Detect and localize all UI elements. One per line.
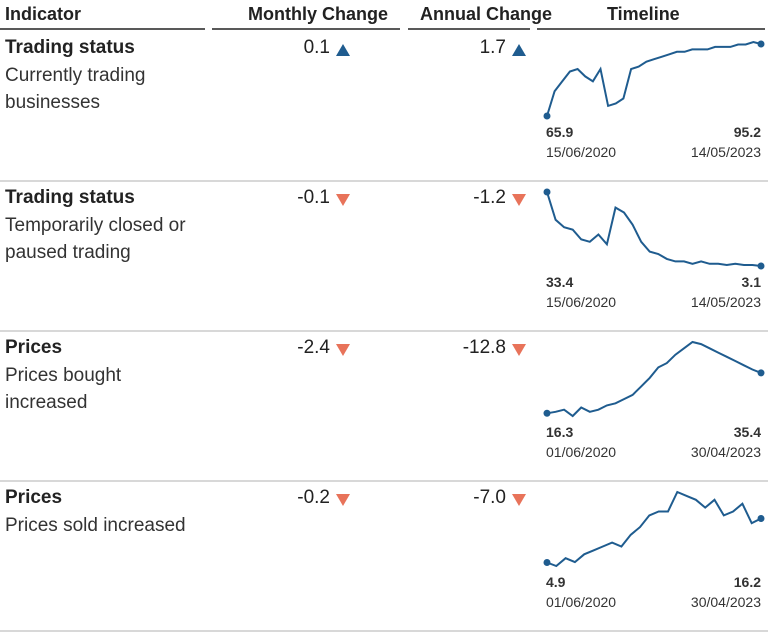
change-value: -1.2	[473, 187, 506, 208]
start-point	[543, 112, 551, 120]
change-value: -0.1	[297, 187, 330, 208]
sparkline	[546, 40, 762, 117]
start-value: 16.3	[546, 424, 573, 440]
column-header: Annual Change	[420, 4, 553, 24]
up-arrow	[336, 44, 350, 56]
end-value: 3.1	[742, 274, 762, 290]
column-header: Monthly Change	[248, 4, 388, 24]
down-arrow	[336, 194, 350, 206]
down-arrow	[336, 494, 350, 506]
end-value: 35.4	[734, 424, 761, 440]
down-arrow	[336, 344, 350, 356]
up-arrow	[512, 44, 526, 56]
start-date: 15/06/2020	[546, 294, 616, 310]
start-point	[543, 409, 551, 417]
change-value: -0.2	[297, 487, 330, 508]
change-value: 0.1	[303, 37, 330, 58]
start-point	[543, 558, 551, 566]
end-point	[757, 262, 765, 270]
down-arrow	[512, 344, 526, 356]
end-point	[757, 40, 765, 48]
row-title: Trading status	[5, 187, 135, 208]
sparkline	[546, 191, 762, 267]
end-date: 14/05/2023	[691, 144, 761, 160]
change-value: -12.8	[462, 337, 506, 358]
column-header: Indicator	[5, 4, 82, 24]
end-point	[757, 514, 765, 522]
row-title: Prices	[5, 337, 63, 358]
start-value: 4.9	[546, 574, 566, 590]
start-value: 33.4	[546, 274, 573, 290]
start-date: 15/06/2020	[546, 144, 616, 160]
change-value: -7.0	[473, 487, 506, 508]
end-date: 14/05/2023	[691, 294, 761, 310]
row-subtitle: Currently trading businesses	[5, 65, 146, 113]
end-value: 95.2	[734, 124, 761, 140]
end-date: 30/04/2023	[691, 444, 761, 460]
row-title: Prices	[5, 487, 63, 508]
down-arrow	[512, 494, 526, 506]
row-title: Trading status	[5, 37, 135, 58]
end-value: 16.2	[734, 574, 761, 590]
change-value: 1.7	[479, 37, 506, 58]
column-header: Timeline	[607, 4, 680, 24]
sparkline	[546, 340, 762, 418]
row-subtitle: Prices sold increased	[5, 515, 186, 536]
down-arrow	[512, 194, 526, 206]
end-point	[757, 369, 765, 377]
sparkline	[546, 490, 762, 568]
start-value: 65.9	[546, 124, 573, 140]
row-subtitle: Temporarily closed or paused trading	[5, 215, 186, 263]
change-value: -2.4	[297, 337, 330, 358]
start-date: 01/06/2020	[546, 444, 616, 460]
start-date: 01/06/2020	[546, 594, 616, 610]
end-date: 30/04/2023	[691, 594, 761, 610]
row-subtitle: Prices bought increased	[5, 365, 122, 413]
start-point	[543, 188, 551, 196]
